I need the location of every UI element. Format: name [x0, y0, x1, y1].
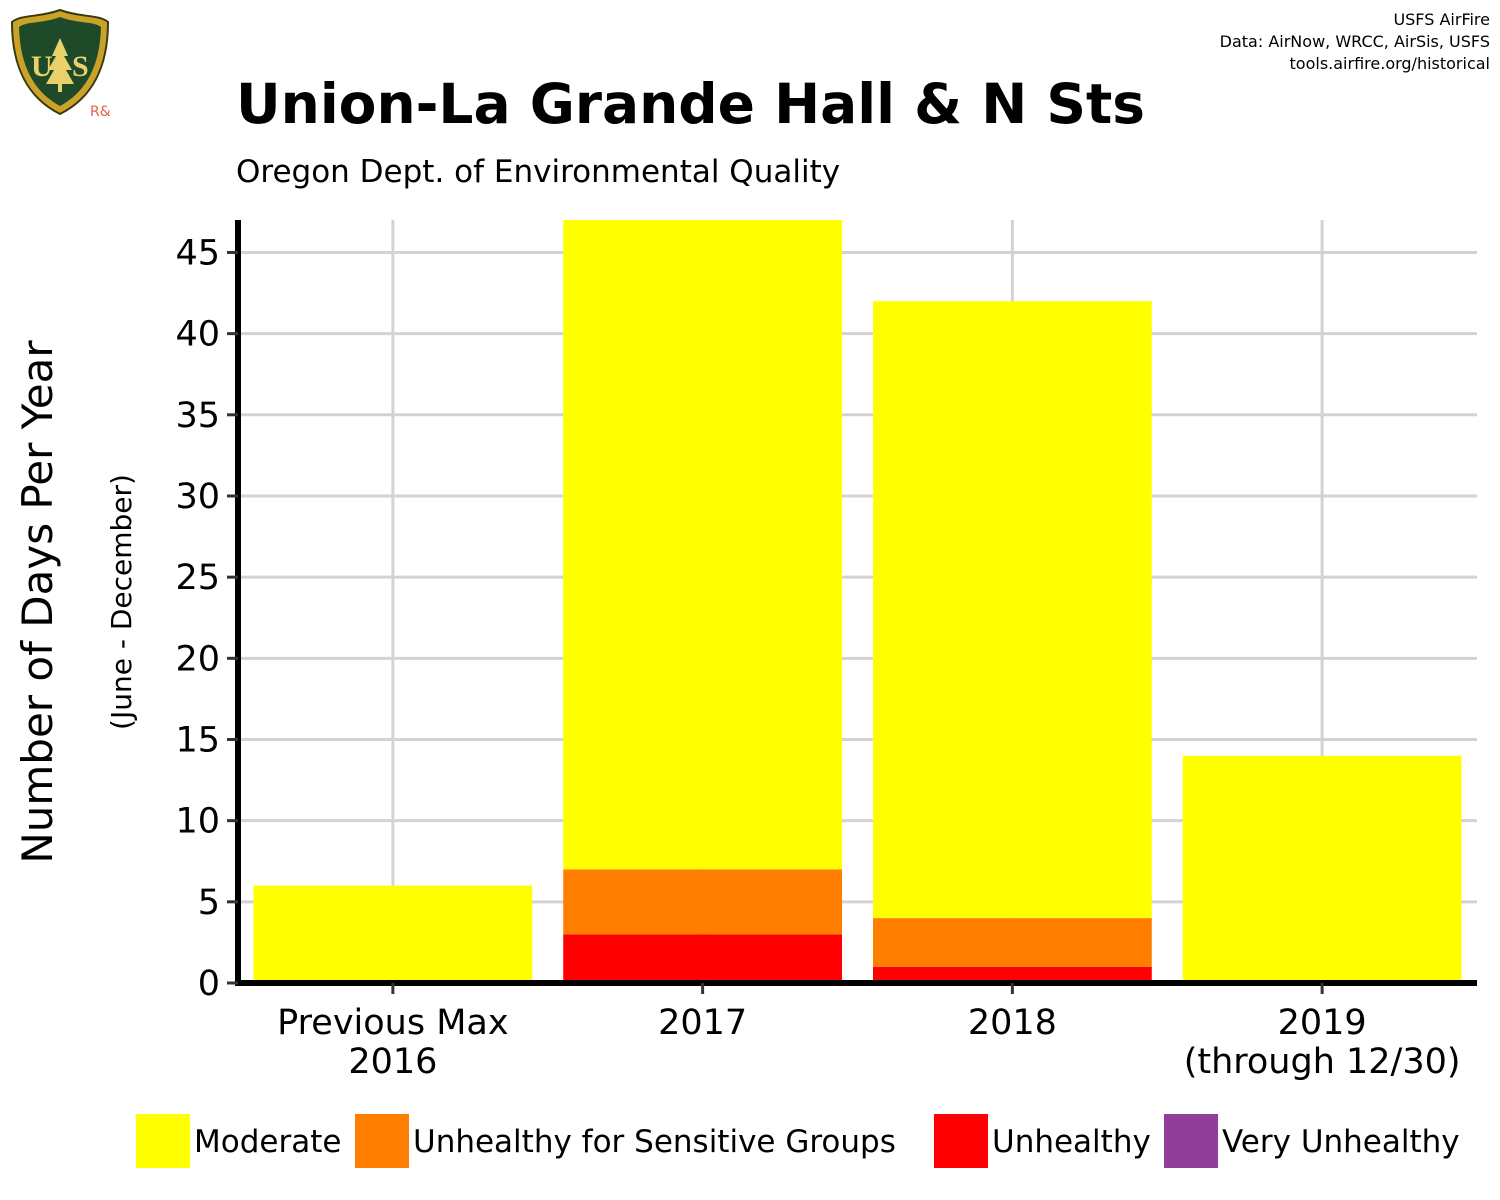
- bar-unhealthy-1: [563, 934, 843, 983]
- credit-data: Data: AirNow, WRCC, AirSis, USFS: [1219, 32, 1490, 51]
- bar-unhealthy-for-sensitive-groups-1: [563, 869, 843, 935]
- y-axis-title: Number of Days Per Year: [13, 340, 62, 864]
- x-tick-label-line: Previous Max: [277, 1003, 508, 1043]
- y-tick-label: 30: [175, 477, 220, 517]
- x-tick-label-line: 2018: [968, 1003, 1057, 1043]
- logo-tag: R&D: [90, 104, 112, 118]
- y-tick-label: 5: [198, 883, 220, 923]
- logo-letters: U: [31, 50, 53, 83]
- legend-swatch-unhealthy: [934, 1114, 988, 1168]
- y-tick-label: 35: [175, 396, 220, 436]
- legend-label-very-unhealthy: Very Unhealthy: [1222, 1124, 1460, 1160]
- y-tick-labels: 0 5 10 15 20 25 30 35 40 45: [175, 233, 238, 1004]
- y-tick-label: 40: [175, 315, 220, 355]
- svg-text:S: S: [72, 50, 89, 83]
- legend-swatch-very-unhealthy: [1164, 1114, 1218, 1168]
- legend: Moderate Unhealthy for Sensitive Groups Un…: [136, 1114, 1460, 1168]
- legend-label-unhealthy-for-sensitive-groups: Unhealthy for Sensitive Groups: [413, 1124, 896, 1160]
- bar-unhealthy-for-sensitive-groups-2: [872, 918, 1152, 967]
- y-tick-label: 25: [175, 558, 220, 598]
- x-tick-label-line: 2019: [1278, 1003, 1367, 1043]
- bar-moderate-3: [1182, 755, 1462, 983]
- x-tick-labels: Previous Max 2016 2017 2018 2019 (through 12/…: [277, 983, 1461, 1082]
- x-tick-label: 2018: [968, 1003, 1057, 1043]
- credit-url: tools.airfire.org/historical: [1289, 54, 1490, 73]
- forest-service-shield-logo: U S R&D: [10, 8, 112, 118]
- chart-subtitle: Oregon Dept. of Environmental Quality: [236, 154, 841, 190]
- legend-label-moderate: Moderate: [194, 1124, 341, 1160]
- y-tick-label: 15: [175, 720, 220, 760]
- axes-group: [235, 220, 1477, 986]
- legend-label-unhealthy: Unhealthy: [992, 1124, 1151, 1160]
- bar-unhealthy-2: [872, 966, 1152, 983]
- tree-icon: [46, 38, 74, 84]
- x-tick-label: 2019 (through 12/30): [1184, 1003, 1461, 1082]
- x-tick-label-line: 2017: [658, 1003, 747, 1043]
- y-axis-subtitle: (June - December): [105, 474, 138, 730]
- legend-swatch-unhealthy-for-sensitive-groups: [355, 1114, 409, 1168]
- y-tick-label: 0: [198, 964, 220, 1004]
- x-tick-label-line: 2016: [348, 1042, 437, 1082]
- bars-group: [253, 220, 1462, 983]
- bar-moderate-2: [872, 301, 1152, 919]
- x-tick-label-line: (through 12/30): [1184, 1042, 1461, 1082]
- y-tick-label: 45: [175, 233, 220, 273]
- credit-source: USFS AirFire: [1393, 10, 1490, 29]
- chart-title: Union-La Grande Hall & N Sts: [236, 72, 1146, 136]
- y-tick-label: 10: [175, 802, 220, 842]
- bar-moderate-1: [563, 220, 843, 870]
- x-tick-label: 2017: [658, 1003, 747, 1043]
- bar-moderate-0: [253, 885, 533, 983]
- legend-swatch-moderate: [136, 1114, 190, 1168]
- x-tick-label: Previous Max 2016: [277, 1003, 508, 1082]
- y-tick-label: 20: [175, 639, 220, 679]
